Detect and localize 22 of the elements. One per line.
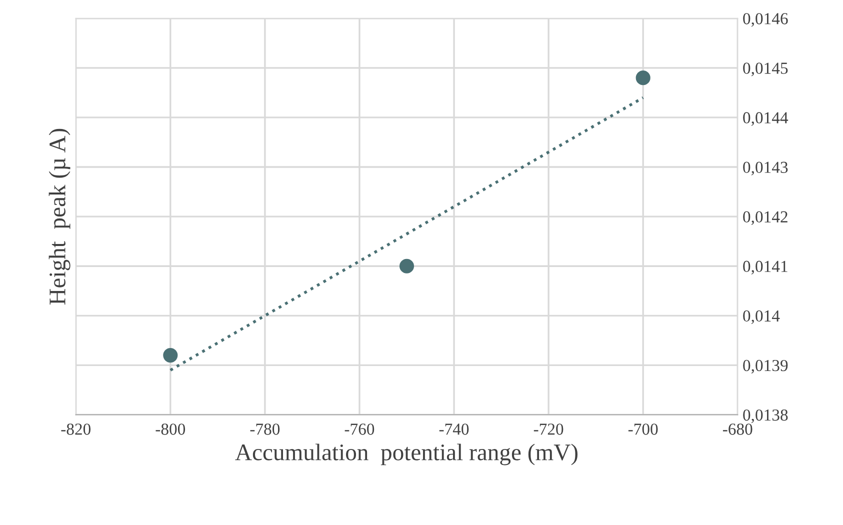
y-tick-label: 0,0139 — [743, 360, 788, 374]
y-tick-label: 0,0144 — [743, 112, 788, 126]
point — [399, 258, 414, 274]
y-tick-label: 0,0143 — [743, 162, 788, 176]
y-tick-label: 0,0146 — [743, 13, 788, 27]
y-tick-label: 0,0142 — [743, 211, 788, 225]
x-tick-label: -780 — [250, 424, 280, 435]
x-tick-label: -820 — [61, 424, 91, 435]
x-axis-title: Accumulation potential range (mV) — [235, 444, 578, 466]
x-tick-label: -740 — [439, 424, 469, 435]
y-tick-label: 0,0138 — [743, 409, 788, 424]
y-tick-label: 0,0145 — [743, 62, 788, 76]
x-tick-label: -760 — [344, 424, 374, 435]
x-tick-label: -800 — [156, 424, 186, 435]
point — [163, 348, 178, 363]
y-tick-label: 0,014 — [743, 310, 780, 324]
x-tick-label: -680 — [722, 424, 752, 435]
point — [636, 70, 650, 86]
x-tick-label: -700 — [628, 424, 658, 435]
x-tick-label: -720 — [534, 424, 564, 435]
y-axis-title: Height peak (µ A) — [48, 128, 70, 305]
y-tick-label: 0,0141 — [743, 260, 788, 274]
